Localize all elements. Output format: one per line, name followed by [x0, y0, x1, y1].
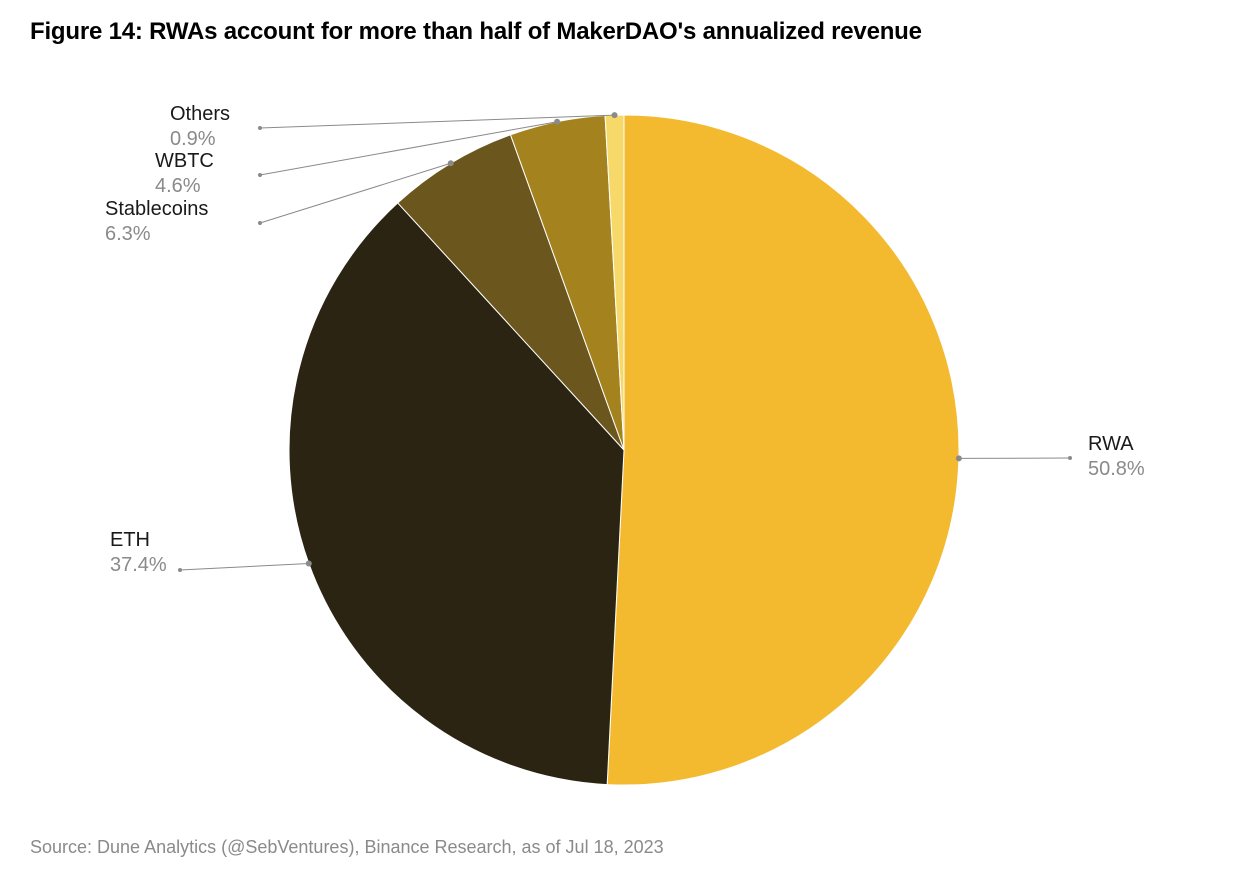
slice-label-pct: 50.8%: [1088, 457, 1145, 482]
figure-container: Figure 14: RWAs account for more than ha…: [0, 0, 1248, 880]
leader-dot: [612, 112, 618, 118]
pie-slice-rwa: [607, 115, 959, 785]
leader-line: [180, 563, 309, 570]
leader-end-dot: [258, 173, 262, 177]
slice-label-stablecoins: Stablecoins6.3%: [105, 197, 208, 247]
slice-label-name: WBTC: [155, 149, 214, 174]
slice-label-name: RWA: [1088, 432, 1145, 457]
slice-label-name: Stablecoins: [105, 197, 208, 222]
slice-label-eth: ETH37.4%: [110, 528, 167, 578]
leader-end-dot: [258, 126, 262, 130]
leader-dot: [306, 560, 312, 566]
slice-label-wbtc: WBTC4.6%: [155, 149, 214, 199]
leader-end-dot: [258, 221, 262, 225]
figure-source: Source: Dune Analytics (@SebVentures), B…: [30, 837, 664, 858]
slice-label-pct: 4.6%: [155, 174, 214, 199]
leader-end-dot: [1068, 456, 1072, 460]
slice-label-name: ETH: [110, 528, 167, 553]
slice-label-others: Others0.9%: [170, 102, 230, 152]
slice-label-pct: 0.9%: [170, 127, 230, 152]
slice-label-pct: 37.4%: [110, 553, 167, 578]
leader-dot: [554, 119, 560, 125]
slice-label-name: Others: [170, 102, 230, 127]
leader-dot: [956, 455, 962, 461]
leader-dot: [448, 160, 454, 166]
leader-end-dot: [178, 568, 182, 572]
slice-label-pct: 6.3%: [105, 222, 208, 247]
slice-label-rwa: RWA50.8%: [1088, 432, 1145, 482]
